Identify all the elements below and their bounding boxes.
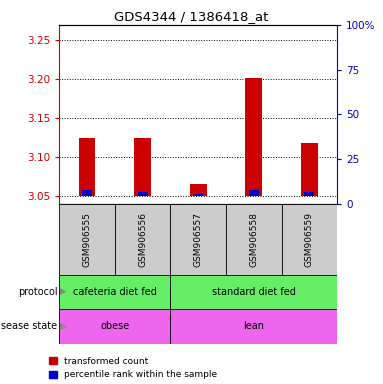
Bar	[226, 204, 282, 275]
Text: protocol: protocol	[18, 287, 57, 297]
Bar	[59, 309, 170, 344]
Bar	[59, 275, 170, 309]
Bar	[282, 204, 337, 275]
Bar	[170, 204, 226, 275]
Bar	[79, 137, 95, 196]
Bar	[304, 192, 314, 196]
Bar	[193, 194, 203, 196]
Text: GSM906557: GSM906557	[194, 212, 203, 266]
Bar	[170, 309, 337, 344]
Bar	[137, 192, 148, 196]
Bar	[190, 184, 206, 196]
Bar	[301, 143, 318, 196]
Bar	[115, 204, 170, 275]
Text: lean: lean	[243, 321, 264, 331]
Text: GSM906556: GSM906556	[138, 212, 147, 266]
Text: cafeteria diet fed: cafeteria diet fed	[73, 287, 157, 297]
Text: ▶: ▶	[60, 287, 67, 296]
Legend: transformed count, percentile rank within the sample: transformed count, percentile rank withi…	[49, 357, 217, 379]
Text: ▶: ▶	[60, 322, 67, 331]
Bar	[82, 190, 92, 196]
Text: standard diet fed: standard diet fed	[212, 287, 296, 297]
Text: obese: obese	[100, 321, 129, 331]
Bar	[59, 204, 115, 275]
Text: GSM906555: GSM906555	[83, 212, 92, 266]
Text: GSM906558: GSM906558	[249, 212, 258, 266]
Text: GSM906559: GSM906559	[305, 212, 314, 266]
Bar	[249, 190, 259, 196]
Bar	[170, 275, 337, 309]
Bar	[246, 78, 262, 196]
Text: GDS4344 / 1386418_at: GDS4344 / 1386418_at	[114, 10, 269, 23]
Text: disease state: disease state	[0, 321, 57, 331]
Bar	[134, 137, 151, 196]
